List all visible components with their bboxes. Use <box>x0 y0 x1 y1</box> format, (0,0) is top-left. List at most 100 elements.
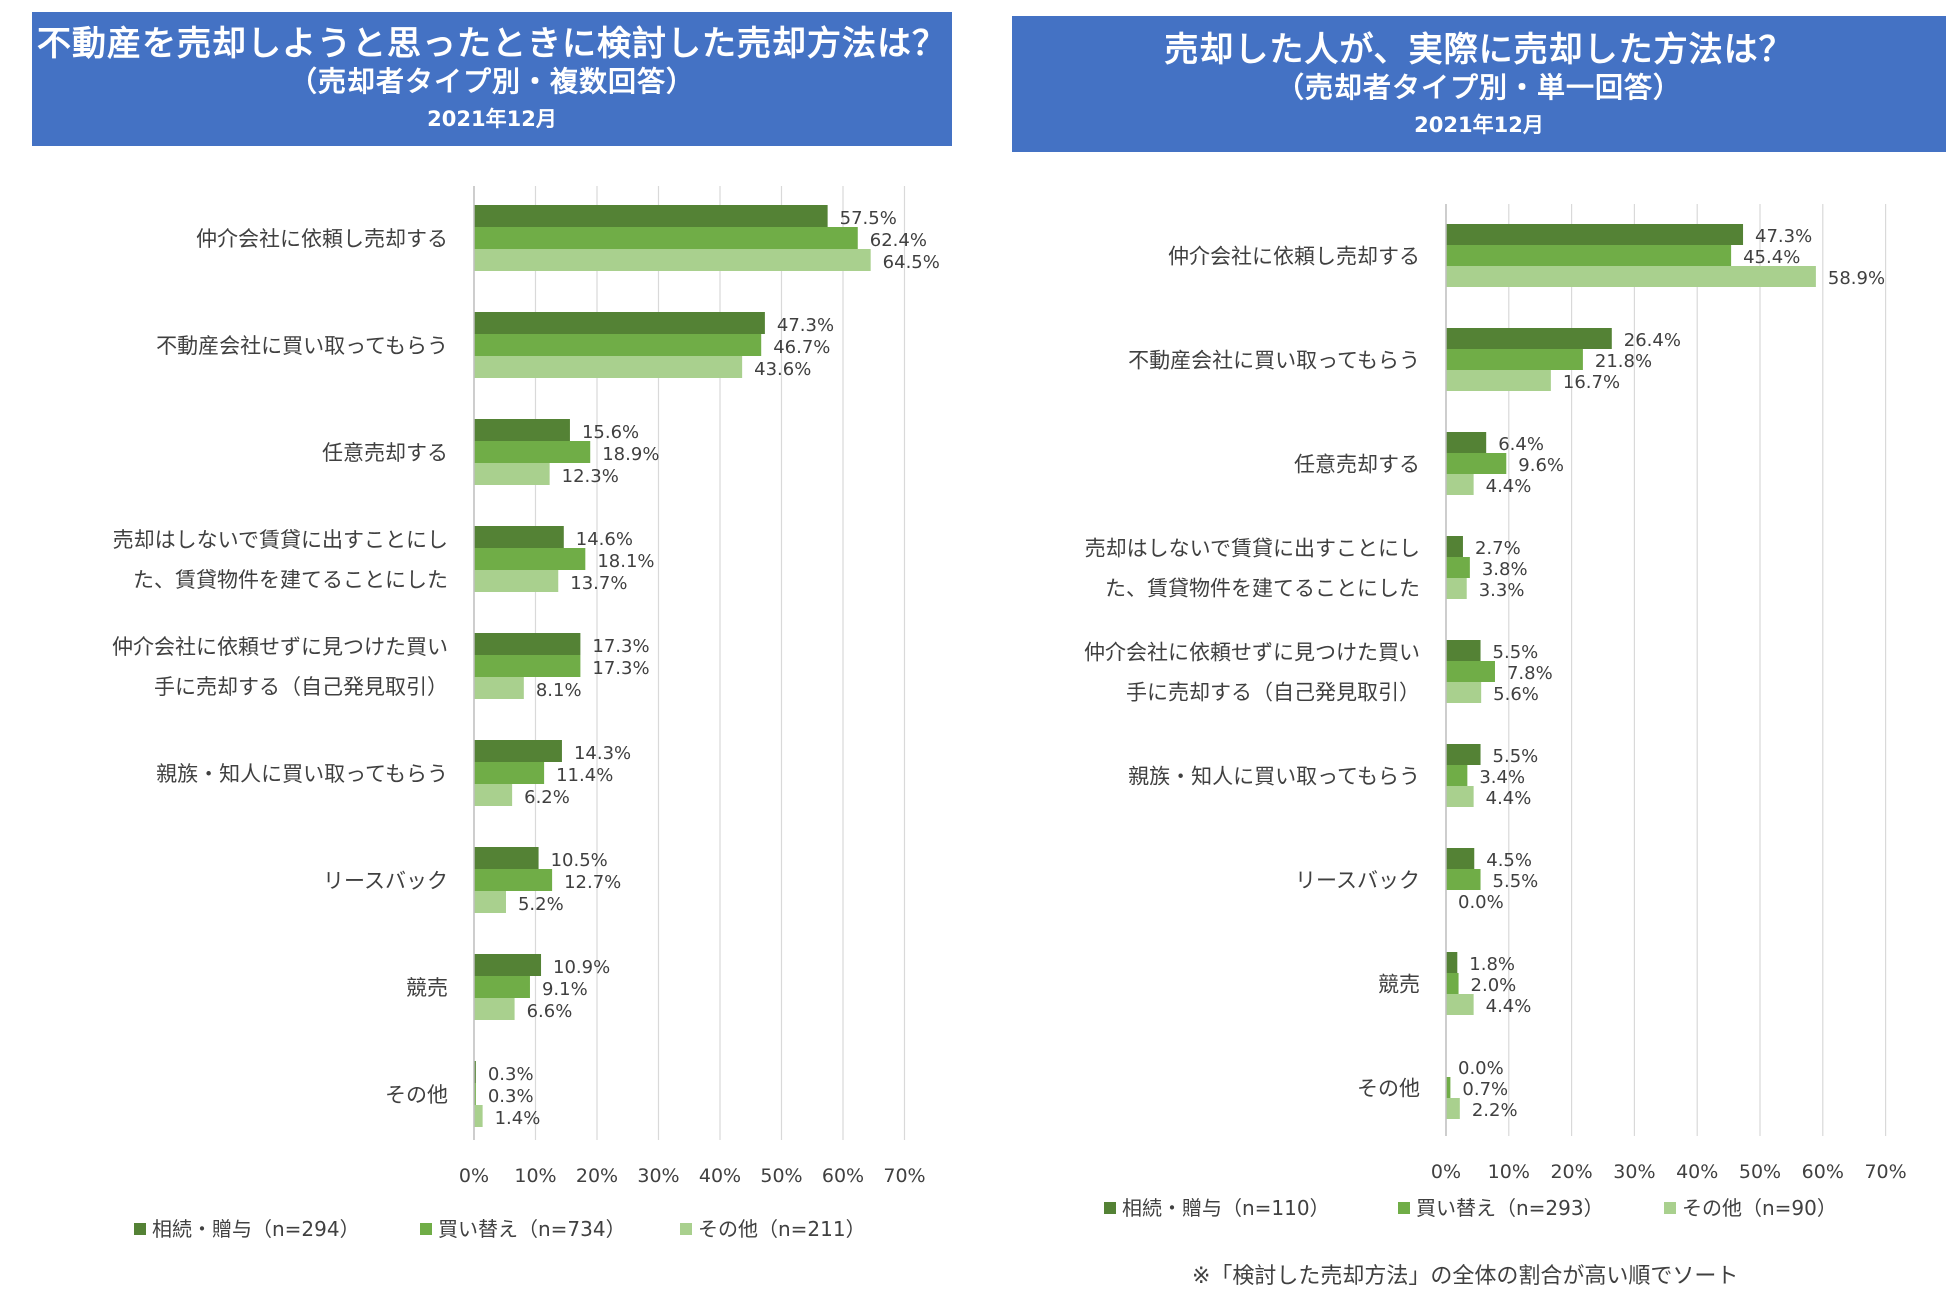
bar <box>474 548 586 570</box>
category-label: 不動産会社に買い取ってもらう <box>156 334 448 358</box>
legend-swatch <box>680 1223 692 1235</box>
data-label: 0.7% <box>1462 1079 1508 1100</box>
x-tick-label: 40% <box>1676 1161 1718 1183</box>
x-tick-label: 10% <box>1488 1161 1530 1183</box>
data-label: 12.3% <box>562 466 619 487</box>
category-label: た、賃貸物件を建てることにした <box>1105 577 1420 601</box>
category-label: 売却はしないで賃貸に出すことにし <box>1085 537 1420 561</box>
bar <box>474 740 562 762</box>
bar <box>1446 432 1487 453</box>
data-label: 4.4% <box>1486 996 1532 1017</box>
data-label: 4.5% <box>1486 850 1532 871</box>
bar <box>474 633 581 655</box>
right-chart-header: 売却した人が、実際に売却した方法は？ （売却者タイプ別・単一回答） 2021年1… <box>1012 16 1946 152</box>
right-bar-chart: 0% 10% 20% 30% 40% 50% 60% 70% 仲介会社に依頼し売却する 47.3%… <box>1084 204 1907 1220</box>
data-label: 10.5% <box>551 850 608 871</box>
legend-swatch <box>134 1223 146 1235</box>
bar <box>1446 536 1463 557</box>
data-label: 46.7% <box>773 337 830 358</box>
x-tick-label: 10% <box>514 1165 556 1187</box>
bar <box>474 312 765 334</box>
bar <box>474 847 539 869</box>
category-label: 競売 <box>406 976 448 1000</box>
data-label: 9.6% <box>1518 455 1564 476</box>
bar <box>1446 973 1459 994</box>
data-label: 3.4% <box>1479 767 1525 788</box>
right-chart-subtitle: （売却者タイプ別・単一回答） <box>1275 71 1682 104</box>
left-chart-subtitle: （売却者タイプ別・複数回答） <box>288 65 695 98</box>
data-label: 2.7% <box>1475 538 1521 559</box>
bar <box>474 419 570 441</box>
bar <box>474 954 542 976</box>
x-tick-label: 50% <box>760 1165 802 1187</box>
data-label: 12.7% <box>564 872 621 893</box>
bar <box>474 463 550 485</box>
category-label: た、賃貸物件を建てることにした <box>133 568 448 592</box>
category-label: 任意売却する <box>322 441 448 465</box>
category-label: 手に売却する（自己発見取引） <box>154 675 448 699</box>
category-label: 任意売却する <box>1294 453 1420 477</box>
data-label: 13.7% <box>570 573 627 594</box>
data-label: 5.5% <box>1493 642 1539 663</box>
bar <box>474 655 581 677</box>
category-label: 仲介会社に依頼し売却する <box>196 227 448 251</box>
right-chart-date: 2021年12月 <box>1414 113 1544 137</box>
bar <box>1446 474 1474 495</box>
data-label: 3.3% <box>1479 580 1525 601</box>
data-label: 1.4% <box>495 1108 541 1129</box>
data-label: 0.3% <box>488 1064 534 1085</box>
bar <box>1446 786 1474 807</box>
legend-swatch <box>420 1223 432 1235</box>
bar <box>1446 994 1474 1015</box>
data-label: 5.5% <box>1493 746 1539 767</box>
data-label: 1.8% <box>1469 954 1515 975</box>
bar <box>1446 349 1583 370</box>
data-label: 43.6% <box>754 359 811 380</box>
category-label: その他 <box>385 1083 448 1107</box>
category-label: 仲介会社に依頼せずに見つけた買い <box>1084 641 1420 665</box>
data-label: 6.6% <box>527 1001 573 1022</box>
bar <box>474 762 545 784</box>
bar <box>474 784 513 806</box>
bar <box>474 677 524 699</box>
data-label: 57.5% <box>840 208 897 229</box>
data-label: 6.2% <box>524 787 570 808</box>
data-label: 64.5% <box>883 252 940 273</box>
legend-label: その他（n=211） <box>698 1217 866 1241</box>
data-label: 16.7% <box>1563 372 1620 393</box>
x-tick-label: 20% <box>1550 1161 1592 1183</box>
bar <box>1446 245 1732 266</box>
data-label: 0.3% <box>488 1086 534 1107</box>
category-label: 不動産会社に買い取ってもらう <box>1128 349 1420 373</box>
data-label: 0.0% <box>1458 1058 1504 1079</box>
bar <box>474 441 591 463</box>
x-tick-label: 0% <box>1431 1161 1461 1183</box>
data-label: 4.4% <box>1486 476 1532 497</box>
data-label: 18.9% <box>602 444 659 465</box>
bar <box>474 205 828 227</box>
bar <box>1446 224 1744 245</box>
bar <box>474 869 553 891</box>
data-label: 47.3% <box>1755 226 1812 247</box>
data-label: 18.1% <box>597 551 654 572</box>
bar <box>474 526 564 548</box>
bar <box>474 1105 483 1127</box>
bar <box>474 976 530 998</box>
data-label: 5.6% <box>1493 684 1539 705</box>
bar <box>1446 640 1481 661</box>
bar <box>1446 1098 1460 1119</box>
legend-swatch <box>1398 1202 1410 1214</box>
data-label: 17.3% <box>592 658 649 679</box>
category-label: 親族・知人に買い取ってもらう <box>1128 765 1420 789</box>
data-label: 3.8% <box>1482 559 1528 580</box>
category-label: 競売 <box>1378 973 1420 997</box>
data-label: 4.4% <box>1486 788 1532 809</box>
bar <box>474 998 515 1020</box>
left-chart-header: 不動産を売却しようと思ったときに検討した売却方法は？ （売却者タイプ別・複数回答… <box>32 12 952 146</box>
x-tick-label: 70% <box>883 1165 925 1187</box>
x-tick-label: 30% <box>637 1165 679 1187</box>
data-label: 21.8% <box>1595 351 1652 372</box>
data-label: 2.0% <box>1471 975 1517 996</box>
bar <box>474 891 506 913</box>
bar <box>1446 682 1482 703</box>
